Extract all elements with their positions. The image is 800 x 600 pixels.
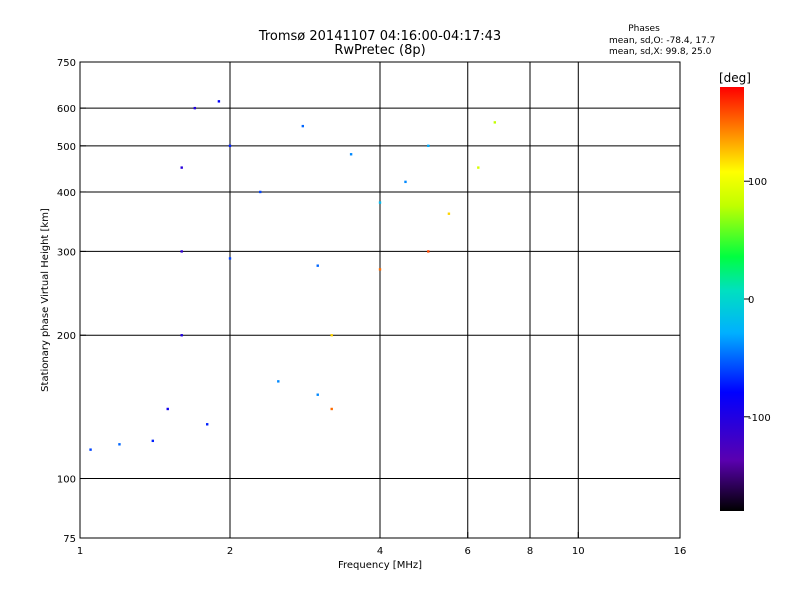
stats-heading: Phases bbox=[628, 24, 660, 34]
data-point bbox=[180, 334, 183, 337]
y-tick-label: 500 bbox=[57, 142, 76, 153]
y-axis-ticks: 75 100 200 300 400 500 600 750 bbox=[57, 58, 86, 545]
x-axis-label: Frequency [MHz] bbox=[338, 560, 422, 571]
data-point bbox=[180, 250, 183, 253]
data-point bbox=[151, 439, 155, 443]
data-point bbox=[217, 100, 221, 103]
data-point bbox=[316, 264, 319, 267]
colorbar-ticks: 100 0 -100 bbox=[744, 177, 771, 424]
x-tick-label: 8 bbox=[527, 546, 533, 557]
data-points bbox=[89, 100, 497, 451]
y-tick-label: 200 bbox=[57, 331, 76, 342]
x-axis-ticks: 1 2 4 6 8 10 16 bbox=[77, 532, 687, 557]
grid-lines bbox=[80, 62, 680, 538]
data-point bbox=[378, 201, 382, 204]
data-point bbox=[447, 212, 451, 215]
y-tick-label: 300 bbox=[57, 247, 76, 258]
data-point bbox=[259, 190, 262, 194]
data-point bbox=[118, 443, 121, 446]
x-tick-label: 2 bbox=[227, 546, 233, 557]
y-tick-label: 750 bbox=[57, 58, 76, 69]
data-point bbox=[477, 166, 480, 169]
stats-line-o: mean, sd,O: -78.4, 17.7 bbox=[609, 36, 715, 46]
colorbar: [deg] 100 0 -100 bbox=[719, 71, 771, 511]
data-point bbox=[330, 407, 333, 411]
plot-area: 1 2 4 6 8 10 16 75 100 200 300 400 500 600 750 bbox=[57, 58, 686, 557]
data-point bbox=[404, 180, 407, 184]
data-point bbox=[228, 257, 232, 260]
data-point bbox=[193, 106, 197, 110]
data-point bbox=[180, 166, 183, 169]
y-tick-label: 600 bbox=[57, 104, 76, 115]
stats-line-x: mean, sd,X: 99.8, 25.0 bbox=[609, 47, 712, 57]
colorbar-label: [deg] bbox=[719, 71, 751, 85]
data-point bbox=[228, 144, 232, 148]
chart-subtitle: RwPretec (8p) bbox=[334, 43, 425, 58]
data-point bbox=[89, 448, 92, 451]
y-axis-label: Stationary phase Virtual Height [km] bbox=[40, 208, 51, 392]
x-tick-label: 10 bbox=[572, 546, 585, 557]
data-point bbox=[166, 407, 169, 411]
x-tick-label: 16 bbox=[674, 546, 687, 557]
colorbar-tick-label: -100 bbox=[748, 413, 771, 424]
data-point bbox=[427, 144, 430, 148]
chart-title: Tromsø 20141107 04:16:00-04:17:43 bbox=[258, 29, 501, 44]
data-point bbox=[206, 423, 209, 426]
data-point bbox=[277, 380, 280, 383]
x-tick-label: 4 bbox=[377, 546, 383, 557]
x-tick-label: 6 bbox=[465, 546, 471, 557]
data-point bbox=[427, 250, 430, 253]
colorbar-gradient bbox=[720, 87, 744, 511]
data-point bbox=[493, 121, 497, 124]
y-tick-label: 75 bbox=[63, 534, 76, 545]
data-point bbox=[330, 334, 333, 337]
data-point bbox=[316, 393, 319, 396]
data-point bbox=[349, 153, 353, 156]
colorbar-tick-label: 100 bbox=[748, 177, 767, 188]
x-tick-label: 1 bbox=[77, 546, 83, 557]
colorbar-tick-label: 0 bbox=[748, 295, 754, 306]
data-point bbox=[378, 268, 382, 271]
y-tick-label: 100 bbox=[57, 475, 76, 486]
y-tick-label: 400 bbox=[57, 188, 76, 199]
data-point bbox=[301, 124, 305, 128]
